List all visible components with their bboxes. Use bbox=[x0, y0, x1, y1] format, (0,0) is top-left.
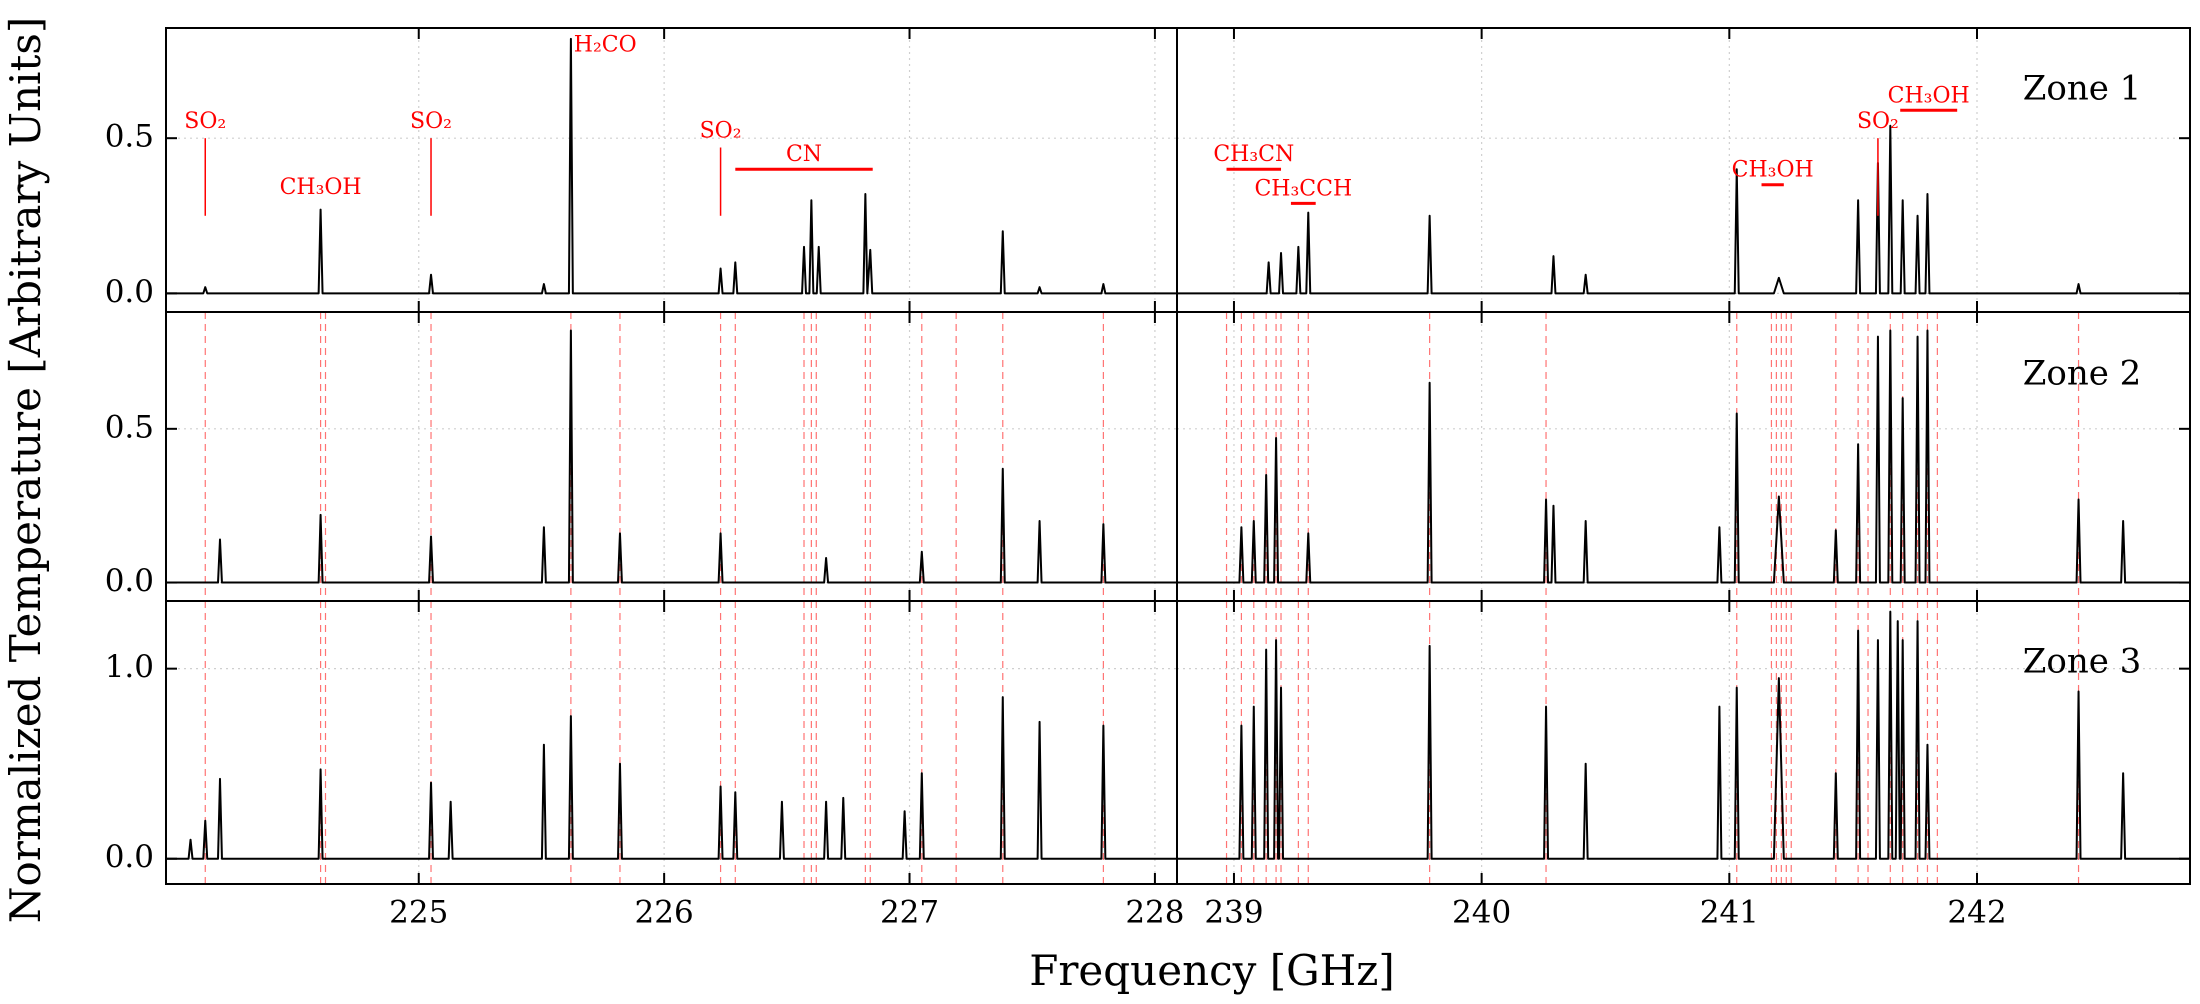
annotation-label: CH₃OH bbox=[1732, 158, 1814, 183]
y-tick-label: 0.0 bbox=[105, 563, 154, 599]
x-tick-label: 227 bbox=[880, 895, 939, 931]
annotation-label: CH₃OH bbox=[1888, 83, 1970, 108]
panel-frame bbox=[165, 600, 1178, 885]
y-axis-label: Normalized Temperature [Arbitrary Units] bbox=[1, 17, 50, 924]
x-tick-label: 239 bbox=[1204, 895, 1263, 931]
x-tick-label: 226 bbox=[635, 895, 694, 931]
annotation-label: H₂CO bbox=[574, 32, 637, 57]
y-tick-label: 0.0 bbox=[105, 839, 154, 875]
panel-frame bbox=[1176, 600, 2191, 885]
y-tick-label: 1.0 bbox=[105, 649, 154, 685]
panel-frame bbox=[165, 27, 1178, 313]
panel-frame bbox=[165, 311, 1178, 602]
annotation-label: SO₂ bbox=[410, 109, 452, 134]
y-tick-label: 0.5 bbox=[105, 119, 154, 155]
annotation-label: SO₂ bbox=[1857, 109, 1899, 134]
spectrum-line bbox=[166, 329, 1177, 584]
annotation-label: CN bbox=[786, 142, 822, 167]
annotation-label: SO₂ bbox=[700, 118, 742, 143]
spectrum-line bbox=[1177, 329, 2190, 584]
y-tick-label: 0.5 bbox=[105, 409, 154, 445]
zone-label: Zone 2 bbox=[2023, 354, 2142, 394]
spectrum-line bbox=[166, 37, 1177, 295]
spectrum-line bbox=[1177, 124, 2190, 295]
x-tick-label: 242 bbox=[1947, 895, 2006, 931]
annotation-label: CH₃OH bbox=[280, 175, 362, 200]
spectrum-line bbox=[1177, 610, 2190, 860]
x-tick-label: 225 bbox=[389, 895, 448, 931]
x-tick-label: 241 bbox=[1700, 895, 1759, 931]
x-axis-label: Frequency [GHz] bbox=[1029, 946, 1395, 995]
x-tick-label: 228 bbox=[1125, 895, 1184, 931]
annotation-label: CH₃CN bbox=[1213, 142, 1294, 167]
annotation-label: CH₃CCH bbox=[1254, 176, 1352, 201]
y-tick-label: 0.0 bbox=[105, 274, 154, 310]
zone-label: Zone 3 bbox=[2023, 641, 2142, 681]
spectrum-line bbox=[166, 696, 1177, 860]
x-tick-label: 240 bbox=[1452, 895, 1511, 931]
zone-label: Zone 1 bbox=[2023, 68, 2142, 108]
annotation-label: SO₂ bbox=[184, 109, 226, 134]
